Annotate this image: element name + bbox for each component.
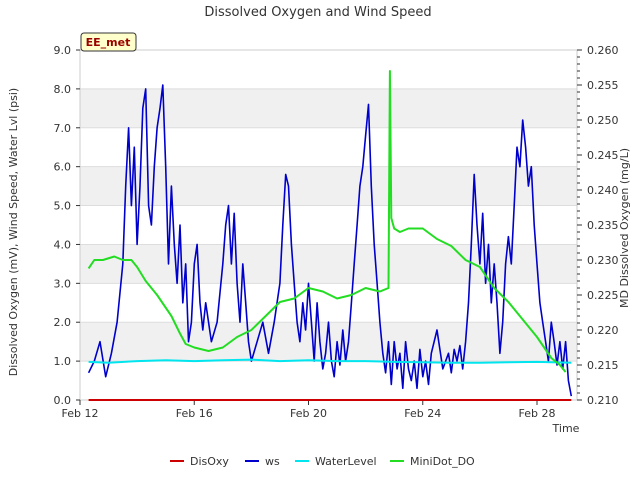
y-left-tick-label: 4.0 <box>54 238 72 251</box>
site-label-background <box>80 32 137 52</box>
y-left-tick-label: 2.0 <box>54 316 72 329</box>
y-left-tick-label: 9.0 <box>54 44 72 57</box>
legend-label-ws: ws <box>265 455 280 468</box>
x-axis-label: Time <box>552 422 580 435</box>
y-right-tick-label: 0.225 <box>587 289 619 302</box>
y-right-tick-label: 0.245 <box>587 149 619 162</box>
y-right-tick-label: 0.220 <box>587 324 619 337</box>
y-left-tick-label: 7.0 <box>54 122 72 135</box>
y-right-tick-label: 0.260 <box>587 44 619 57</box>
grid-band <box>80 166 577 206</box>
legend: DisOxy ws WaterLevel MiniDot_DO <box>170 455 475 468</box>
site-label-box: EE_met <box>80 32 137 52</box>
y-left-tick-label: 1.0 <box>54 355 72 368</box>
left-axis: 0.0 1.0 2.0 3.0 4.0 5.0 6.0 7.0 8.0 9.0 <box>54 44 80 407</box>
x-tick-label: Feb 12 <box>62 407 99 420</box>
y-right-tick-label: 0.255 <box>587 79 619 92</box>
y-left-tick-label: 0.0 <box>54 394 72 407</box>
site-label-text: EE_met <box>86 36 131 49</box>
series-minidot-do-line <box>87 70 567 373</box>
y-right-tick-label: 0.235 <box>587 219 619 232</box>
y-left-tick-label: 3.0 <box>54 277 72 290</box>
grid-band <box>80 244 577 284</box>
y-left-tick-label: 5.0 <box>54 200 72 213</box>
legend-label-disoxy: DisOxy <box>190 455 229 468</box>
y-left-tick-label: 6.0 <box>54 161 72 174</box>
x-tick-label: Feb 28 <box>519 407 556 420</box>
series-waterlevel-line <box>88 358 572 364</box>
y-axis-left-label: Dissolved Oxygen (mV), Wind Speed, Water… <box>7 88 20 376</box>
y-right-tick-label: 0.215 <box>587 359 619 372</box>
chart-title: Dissolved Oxygen and Wind Speed <box>204 5 431 20</box>
legend-label-minidot-do: MiniDot_DO <box>410 455 475 468</box>
right-axis: 0.210 0.215 0.220 0.225 0.230 0.235 0.240 0.245… <box>577 44 619 407</box>
y-axis-right-label: MD Dissolved Oxygen (mg/L) <box>618 148 631 308</box>
x-tick-label: Feb 16 <box>176 407 213 420</box>
x-tick-label: Feb 24 <box>404 407 441 420</box>
x-axis: Feb 12 Feb 16 Feb 20 Feb 24 Feb 28 <box>62 400 556 420</box>
grid-band <box>80 88 577 128</box>
y-right-tick-label: 0.250 <box>587 114 619 127</box>
y-right-tick-label: 0.240 <box>587 184 619 197</box>
y-right-tick-label: 0.210 <box>587 394 619 407</box>
x-tick-label: Feb 20 <box>290 407 327 420</box>
y-left-tick-label: 8.0 <box>54 83 72 96</box>
y-right-tick-label: 0.230 <box>587 254 619 267</box>
series-layer <box>87 70 573 401</box>
legend-label-waterlevel: WaterLevel <box>315 455 377 468</box>
